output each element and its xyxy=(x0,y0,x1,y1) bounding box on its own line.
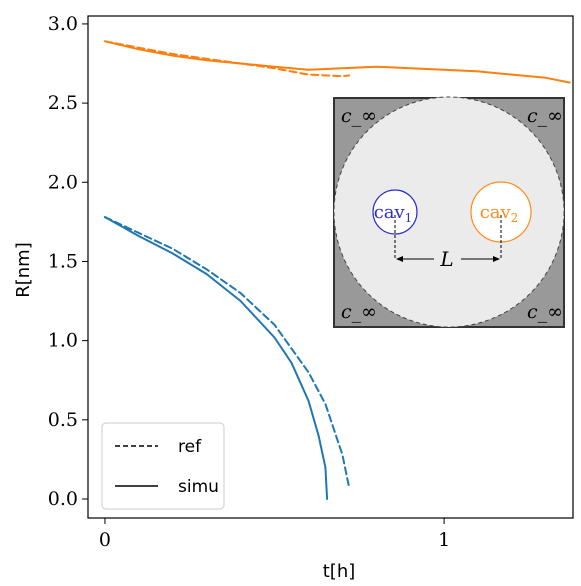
y-tick-label: 0.0 xyxy=(48,488,78,510)
cavity-2-label: cav2 xyxy=(480,202,519,225)
y-tick-label: 3.0 xyxy=(48,13,78,35)
x-tick-label: 0 xyxy=(99,529,111,551)
series-layer xyxy=(104,40,571,500)
legend-box xyxy=(101,422,225,510)
legend: ref simu xyxy=(101,422,225,510)
corner-label-top-right: c_∞ xyxy=(527,105,563,127)
series-line-blue-dashed xyxy=(104,216,351,489)
cavity-1-label: cav1 xyxy=(374,202,413,225)
legend-simu-label: simu xyxy=(178,477,219,497)
inset-schematic: c_∞ c_∞ c_∞ c_∞ cav1 cav2 L xyxy=(333,96,565,328)
corner-label-top-left: c_∞ xyxy=(341,105,377,127)
distance-arrowhead-right xyxy=(493,256,500,262)
distance-arrowhead-left xyxy=(396,256,403,262)
corner-label-bottom-left: c_∞ xyxy=(341,301,377,323)
series-line-blue-solid xyxy=(104,216,329,500)
y-tick-label: 1.0 xyxy=(48,330,78,352)
y-tick-label: 1.5 xyxy=(48,250,78,272)
series-line-orange-solid xyxy=(104,40,571,84)
y-tick-label: 2.5 xyxy=(48,92,78,114)
y-axis-label: R[nm] xyxy=(13,242,34,298)
distance-label: L xyxy=(439,247,453,271)
y-axis: 0.0 0.5 1.0 1.5 2.0 2.5 3.0 xyxy=(48,13,88,510)
corner-label-bottom-right: c_∞ xyxy=(527,301,563,323)
plot-area-border xyxy=(87,15,574,519)
plot-frame xyxy=(87,15,574,519)
inset-domain-circle xyxy=(333,96,565,328)
y-tick-label: 2.0 xyxy=(48,171,78,193)
x-axis-label: t[h] xyxy=(323,561,356,582)
legend-ref-label: ref xyxy=(178,437,202,457)
cavity-1-circle xyxy=(372,189,418,235)
y-tick-label: 0.5 xyxy=(48,409,78,431)
x-tick-label: 1 xyxy=(438,529,450,551)
series-line-orange-dashed xyxy=(104,40,351,78)
